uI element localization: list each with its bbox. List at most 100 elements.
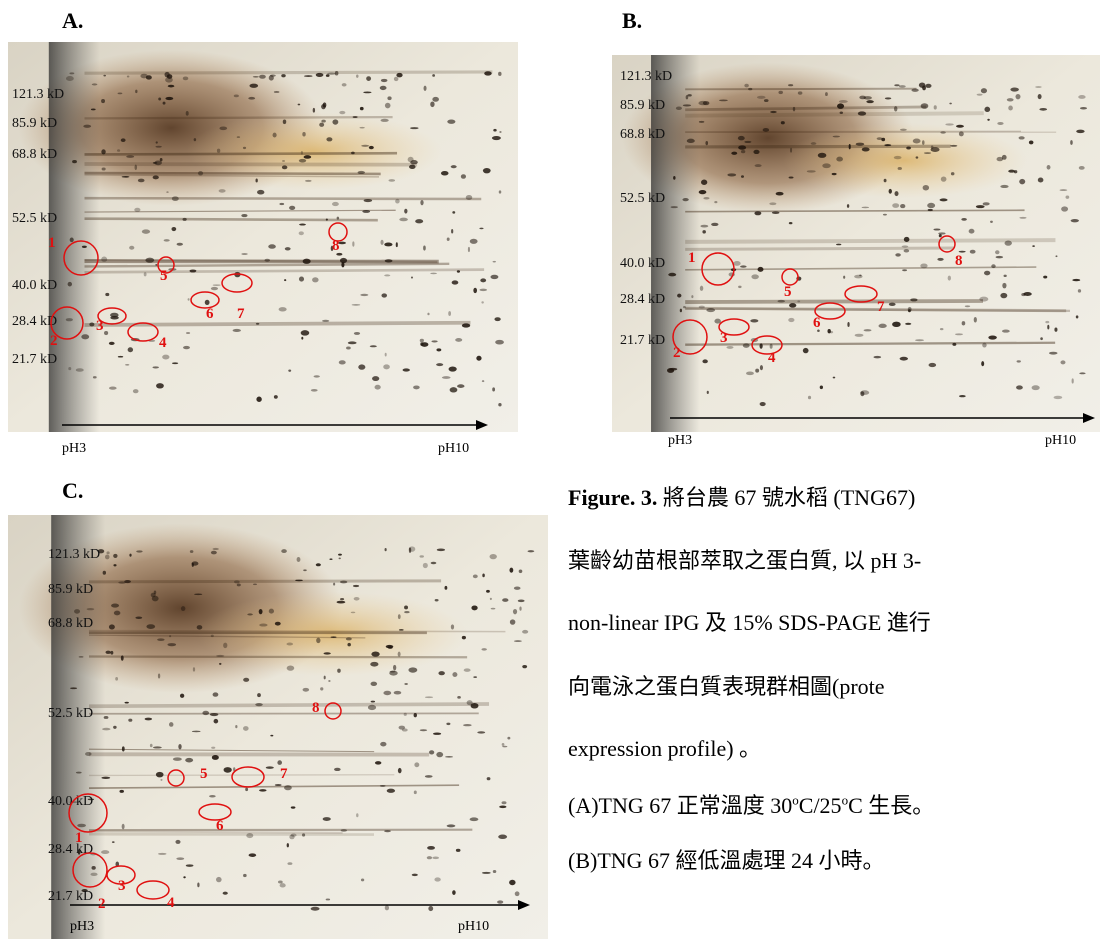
gel-spot xyxy=(449,387,458,393)
gel-spot xyxy=(281,549,287,554)
spot-circle xyxy=(198,803,232,821)
gel-spot xyxy=(1070,219,1079,223)
gel-spot xyxy=(347,341,357,345)
gel-spot xyxy=(673,175,676,180)
gel-spot xyxy=(194,593,203,596)
gel-spot xyxy=(157,673,161,679)
gel-spot xyxy=(89,322,95,327)
gel-spot xyxy=(897,166,902,170)
gel-spot xyxy=(489,553,497,560)
gel-spot xyxy=(236,136,241,138)
spot-circle xyxy=(844,285,878,303)
gel-spot xyxy=(476,355,482,361)
gel-spot xyxy=(409,164,416,169)
gel-spot xyxy=(106,551,110,555)
gel-spot xyxy=(325,74,330,77)
gel-spot xyxy=(277,880,283,884)
gel-spot xyxy=(232,328,241,332)
gel-spot xyxy=(490,607,496,610)
gel-spot xyxy=(939,198,948,202)
gel-spot xyxy=(433,732,442,735)
gel-spot xyxy=(191,561,199,566)
gel-spot xyxy=(790,147,793,153)
gel-spot xyxy=(711,222,719,227)
gel-spot xyxy=(137,178,145,183)
gel-spot xyxy=(155,771,164,778)
gel-spot xyxy=(223,642,228,649)
spot-circle xyxy=(231,766,265,788)
gel-spot xyxy=(352,241,355,247)
gel-spot xyxy=(117,355,124,358)
mw-label: 21.7 kD xyxy=(620,333,665,348)
gel-spot xyxy=(894,191,899,197)
gel-spot xyxy=(961,218,967,221)
gel-spot xyxy=(1053,395,1063,400)
gel-spot xyxy=(906,146,911,150)
gel-spot xyxy=(832,135,840,138)
gel-spot xyxy=(211,746,216,749)
gel-spot xyxy=(379,85,387,91)
gel-spot xyxy=(243,726,249,731)
gel-spot xyxy=(295,579,303,582)
gel-spot xyxy=(499,130,502,133)
gel-spot xyxy=(212,692,219,697)
gel-spot xyxy=(105,292,110,297)
gel-spot xyxy=(990,220,993,223)
gel-spot xyxy=(666,368,675,373)
gel-spot xyxy=(769,202,777,206)
gel-spot xyxy=(780,121,785,125)
gel-spot xyxy=(341,83,347,87)
gel-spot xyxy=(414,762,420,768)
gel-spot xyxy=(702,359,708,364)
gel-spot xyxy=(481,380,485,383)
gel-spot xyxy=(103,716,109,719)
gel-spot xyxy=(329,558,333,561)
gel-spot xyxy=(1001,154,1007,160)
gel-spot xyxy=(370,700,376,703)
gel-spot xyxy=(169,635,172,638)
gel-spot xyxy=(296,557,301,562)
gel-spot xyxy=(211,755,219,760)
gel-spot xyxy=(167,84,175,88)
spot-number: 7 xyxy=(877,299,885,315)
mw-label: 85.9 kD xyxy=(48,582,93,597)
gel-spot xyxy=(777,299,786,303)
gel-spot xyxy=(313,375,320,378)
gel-spot xyxy=(340,829,347,832)
spot-number: 7 xyxy=(280,766,288,782)
gel-spot xyxy=(822,163,831,169)
gel-spot xyxy=(160,778,163,781)
gel-spot xyxy=(432,856,439,860)
gel-spot xyxy=(155,145,162,148)
gel-spot xyxy=(754,164,762,168)
gel-spot xyxy=(1045,320,1050,324)
gel-spot xyxy=(463,724,472,727)
gel-image xyxy=(8,515,548,939)
spot-circle xyxy=(127,322,159,342)
gel-spot xyxy=(1010,87,1019,92)
gel-spot xyxy=(903,249,910,253)
gel-spot xyxy=(882,213,887,216)
mw-label: 68.8 kD xyxy=(620,127,665,142)
gel-spot xyxy=(1019,216,1027,219)
gel-spot xyxy=(481,871,491,874)
gel-spot xyxy=(162,354,170,360)
gel-spot xyxy=(419,555,424,558)
gel-spot xyxy=(223,767,232,773)
caption-line: (A)TNG 67 正常溫度 30oC/25oC 生長。 xyxy=(568,788,934,820)
gel-spot xyxy=(381,293,388,298)
gel-spot xyxy=(881,137,886,142)
gel-spot xyxy=(958,131,964,137)
caption-line: expression profile) 。 xyxy=(568,736,762,761)
spot-number: 5 xyxy=(160,268,168,284)
gel-spot xyxy=(912,138,921,144)
spot-number: 2 xyxy=(673,345,681,361)
gel-spot xyxy=(171,362,179,365)
gel-spot xyxy=(286,843,289,848)
caption-line: (B)TNG 67 經低溫處理 24 小時。 xyxy=(568,848,885,873)
gel-band xyxy=(84,171,381,176)
gel-spot xyxy=(502,598,509,602)
gel-spot xyxy=(366,76,372,81)
ph-arrowhead xyxy=(1083,413,1095,423)
